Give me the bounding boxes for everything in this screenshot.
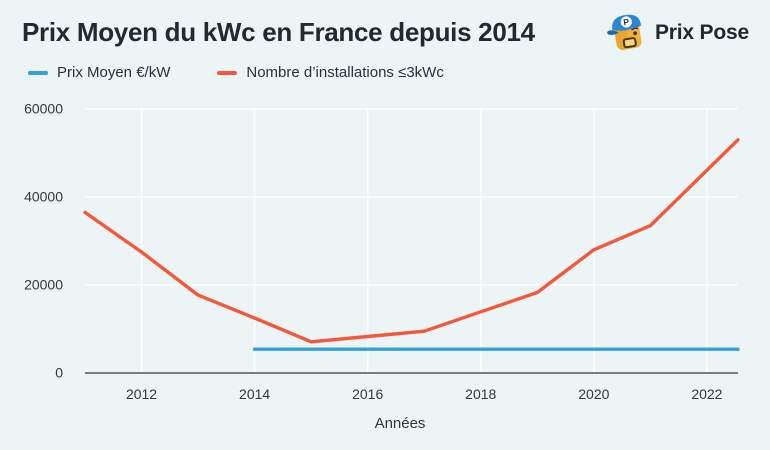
legend-item-prix-moyen[interactable]: Prix Moyen €/kW bbox=[28, 64, 170, 81]
x-tick-label: 2014 bbox=[239, 386, 270, 402]
mascot-eye bbox=[633, 31, 638, 36]
series-line-1[interactable] bbox=[83, 138, 740, 344]
mascot-cap-brim bbox=[607, 30, 619, 35]
legend-item-installations[interactable]: Nombre d’installations ≤3kWc bbox=[217, 64, 444, 81]
mascot-mouth bbox=[622, 37, 637, 49]
chart-legend: Prix Moyen €/kW Nombre d’installations ≤… bbox=[28, 64, 444, 81]
legend-swatch-blue bbox=[28, 70, 48, 75]
x-tick-label: 2020 bbox=[578, 386, 609, 402]
x-axis-title: Années bbox=[375, 415, 426, 432]
page-title: Prix Moyen du kWc en France depuis 2014 bbox=[22, 17, 535, 47]
mascot-cap-badge bbox=[620, 16, 632, 28]
brand-name: Prix Pose bbox=[655, 21, 749, 44]
legend-swatch-orange bbox=[217, 70, 238, 75]
y-tick-label: 40000 bbox=[24, 189, 63, 205]
y-tick-label: 0 bbox=[55, 365, 63, 381]
legend-label-installations: Nombre d’installations ≤3kWc bbox=[246, 64, 444, 81]
x-tick-label: 2012 bbox=[126, 386, 157, 402]
legend-label-prix-moyen: Prix Moyen €/kW bbox=[57, 64, 171, 81]
x-tick-label: 2022 bbox=[691, 386, 722, 402]
y-tick-label: 20000 bbox=[24, 277, 63, 293]
x-tick-label: 2016 bbox=[352, 386, 383, 402]
mascot-icon: P bbox=[607, 14, 642, 50]
x-tick-label: 2018 bbox=[465, 386, 496, 402]
mascot-badge-letter: P bbox=[623, 17, 630, 28]
brand-logo: P Prix Pose bbox=[606, 11, 749, 55]
y-tick-label: 60000 bbox=[24, 101, 63, 117]
mascot-eyebrow bbox=[631, 27, 639, 31]
